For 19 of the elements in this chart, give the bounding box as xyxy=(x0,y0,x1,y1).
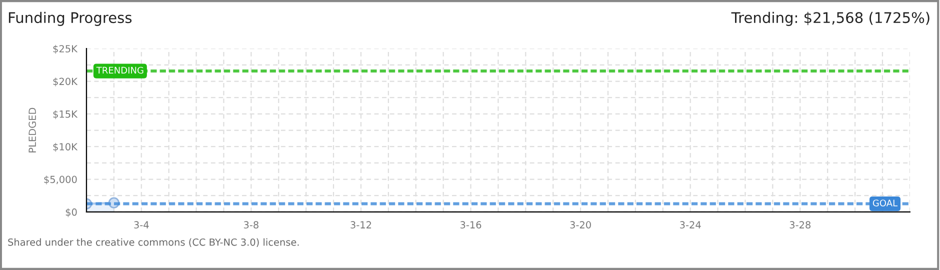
text: Shared under the creative commons (CC BY-NC 3.0) license. xyxy=(8,238,299,247)
y-tick-label: $0 xyxy=(66,208,77,218)
ref-line-label: GOAL xyxy=(872,200,898,206)
y-tick-label: $25K xyxy=(53,44,78,54)
y-axis-title: PLEDGED xyxy=(28,108,36,152)
x-tick-label: 3-12 xyxy=(350,221,372,229)
x-tick-label: 3-8 xyxy=(244,221,258,229)
y-tick-label: $5,000 xyxy=(44,176,77,184)
ref-line-label: TRENDING xyxy=(96,66,144,74)
x-tick-label: 3-16 xyxy=(460,221,482,229)
chart-title: Funding Progress xyxy=(8,12,132,26)
x-tick-label: 3-24 xyxy=(680,221,701,229)
y-tick-label: $20K xyxy=(53,78,78,86)
y-tick-label: $15K xyxy=(53,110,78,120)
x-tick-label: 3-28 xyxy=(790,221,810,229)
chart-subtitle: Trending: $21,568 (1725%) xyxy=(731,12,930,26)
x-tick-label: 3-20 xyxy=(570,221,591,229)
y-tick-label: $10K xyxy=(53,142,78,152)
x-tick-label: 3-4 xyxy=(134,221,149,229)
